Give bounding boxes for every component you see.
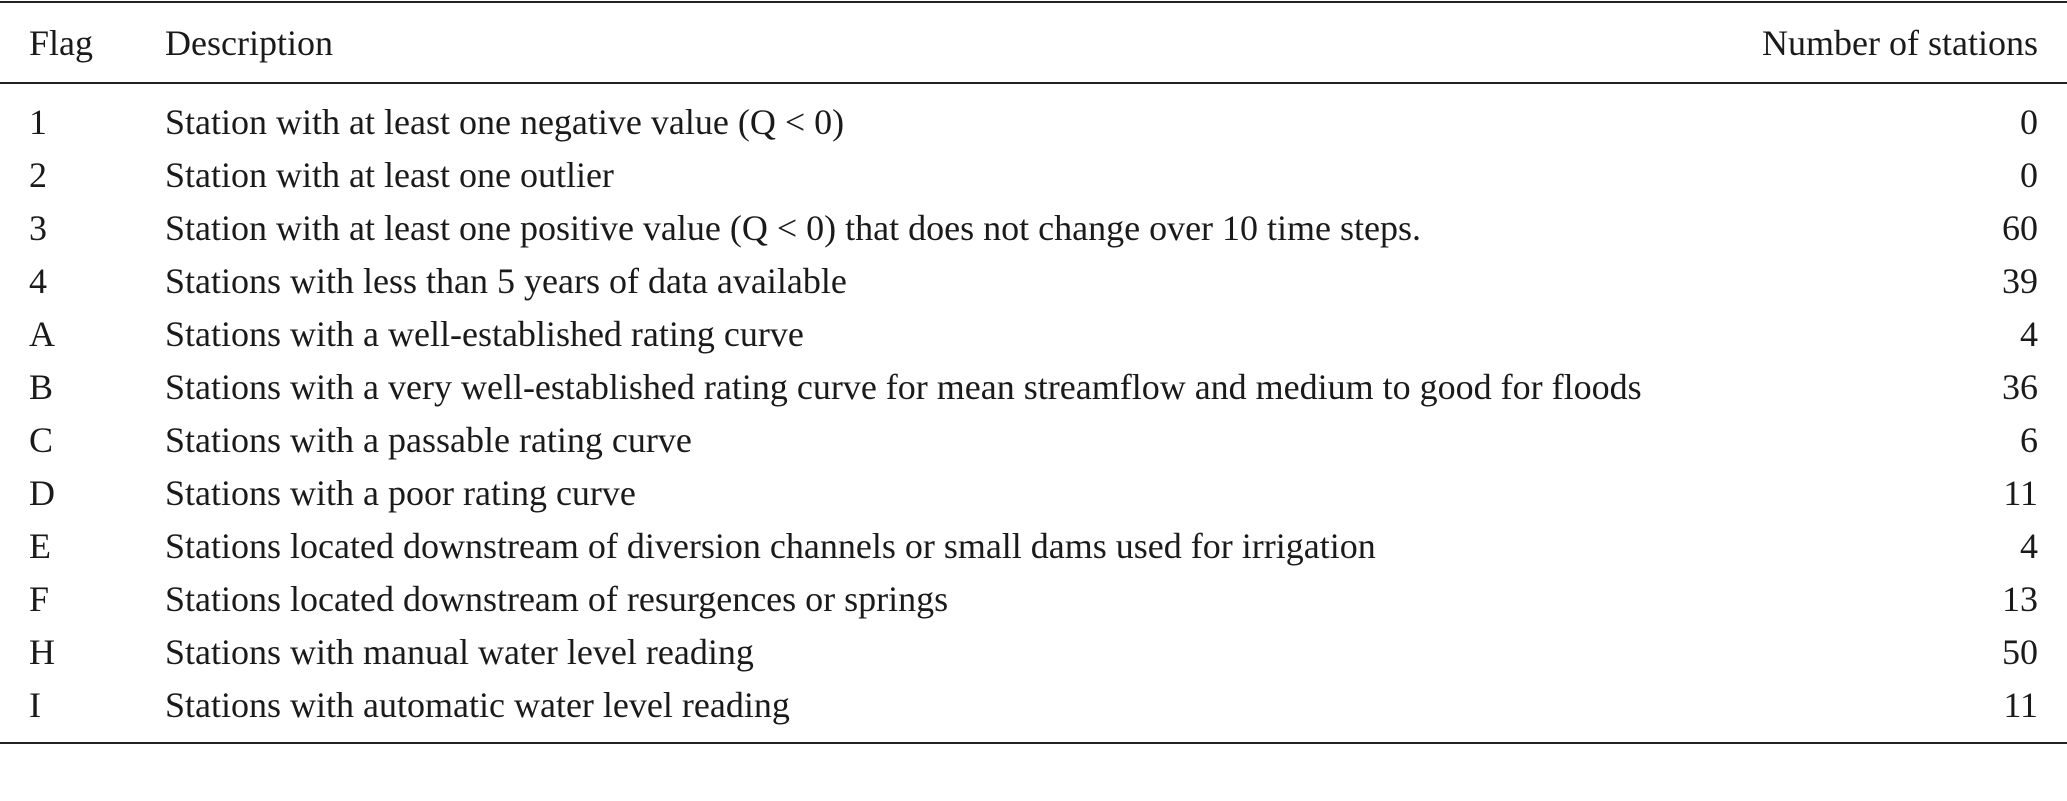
table-cell: Stations with a poor rating curve xyxy=(165,473,636,513)
table-cell: 0 xyxy=(2020,102,2038,142)
table-cell: 11 xyxy=(2003,685,2038,725)
table-cell: 4 xyxy=(2020,526,2038,566)
table-cell: Stations located downstream of diversion… xyxy=(165,526,1376,566)
table-cell: 0 xyxy=(2020,155,2038,195)
table: Flag Description Number of stations 1 Sta… xyxy=(0,1,2067,744)
table-cell: F xyxy=(29,579,50,619)
table-cell: 11 xyxy=(2003,473,2038,513)
table-cell: Stations with manual water level reading xyxy=(165,632,754,672)
table-cell: E xyxy=(29,526,51,566)
table-cell: 4 xyxy=(29,261,47,301)
table-row: 1 Station with at least one negative valu… xyxy=(0,83,2067,149)
table-cell: A xyxy=(29,314,55,354)
table-cell: Stations with automatic water level read… xyxy=(165,685,790,725)
table-row: E Stations located downstream of diversio… xyxy=(0,520,2067,573)
table-cell: Stations with a well-established rating … xyxy=(165,314,804,354)
table-cell: Station with at least one outlier xyxy=(165,155,614,195)
table-cell: 2 xyxy=(29,155,47,195)
header-cell: Number of stations xyxy=(1665,2,2067,84)
table-cell: 39 xyxy=(2002,261,2038,301)
table-row: B Stations with a very well-established r… xyxy=(0,361,2067,414)
table-cell: 4 xyxy=(2020,314,2038,354)
table-row: 3 Station with at least one positive valu… xyxy=(0,202,2067,255)
table-cell: 50 xyxy=(2002,632,2038,672)
header-row: Flag Description Number of stations xyxy=(0,2,2067,84)
table-row: F Stations located downstream of resurgen… xyxy=(0,573,2067,626)
table-cell: 13 xyxy=(2002,579,2038,619)
table-row: D Stations with a poor rating curve 11 xyxy=(0,467,2067,520)
table-cell: 1 xyxy=(29,102,47,142)
table-cell: 6 xyxy=(2020,420,2038,460)
table-cell: Station with at least one positive value… xyxy=(165,208,1422,248)
table-cell: Stations with a very well-established ra… xyxy=(165,367,1642,407)
header-cell: Flag xyxy=(0,2,165,84)
table-cell: D xyxy=(29,473,55,513)
table-cell: C xyxy=(29,420,54,460)
table-row: 4 Stations with less than 5 years of data… xyxy=(0,255,2067,308)
table-cell: H xyxy=(29,632,55,672)
table-cell: Stations with a passable rating curve xyxy=(165,420,692,460)
table-row: I Stations with automatic water level rea… xyxy=(0,679,2067,743)
table-row: H Stations with manual water level readin… xyxy=(0,626,2067,679)
table-cell: 60 xyxy=(2002,208,2038,248)
table-cell: Stations with less than 5 years of data … xyxy=(165,261,847,301)
table-cell: 36 xyxy=(2002,367,2038,407)
table-cell: Stations located downstream of resurgenc… xyxy=(165,579,949,619)
table-cell: I xyxy=(29,685,41,725)
table-row: A Stations with a well-established rating… xyxy=(0,308,2067,361)
table-cell: 3 xyxy=(29,208,47,248)
table-row: C Stations with a passable rating curve 6 xyxy=(0,414,2067,467)
table-body: 1 Station with at least one negative valu… xyxy=(0,83,2067,743)
header-cell: Description xyxy=(165,2,1665,84)
table-cell: Station with at least one negative value… xyxy=(165,102,845,142)
table-row: 2 Station with at least one outlier 0 xyxy=(0,149,2067,202)
table-cell: B xyxy=(29,367,54,407)
